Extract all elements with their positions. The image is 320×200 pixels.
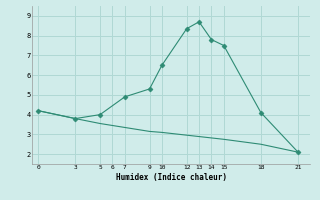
X-axis label: Humidex (Indice chaleur): Humidex (Indice chaleur)	[116, 173, 227, 182]
